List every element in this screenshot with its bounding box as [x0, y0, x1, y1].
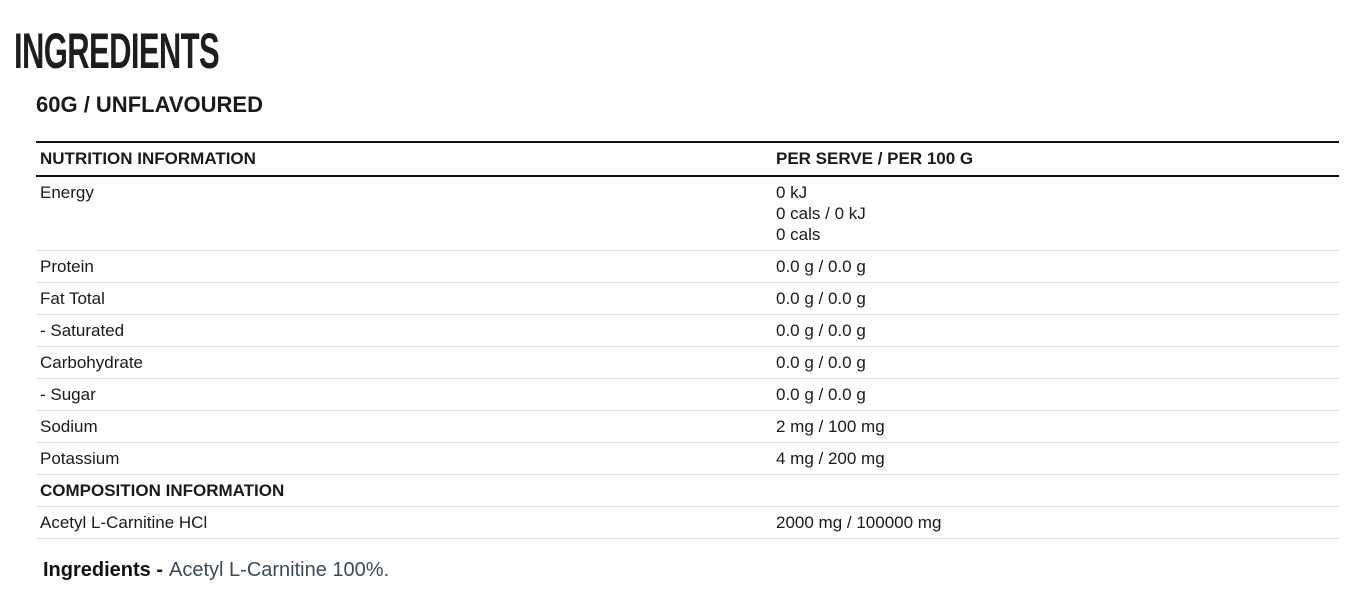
value-line: 0 cals / 0 kJ — [776, 204, 866, 223]
table-row: Carbohydrate 0.0 g / 0.0 g — [36, 346, 1339, 379]
nutrient-value: 0.0 g / 0.0 g — [772, 346, 1339, 379]
table-row: - Saturated 0.0 g / 0.0 g — [36, 314, 1339, 347]
nutrient-name: Potassium — [36, 442, 772, 475]
nutrient-name: - Sugar — [36, 378, 772, 411]
subtitle: 60G / UNFLAVOURED — [36, 92, 263, 117]
nutrient-value: 0.0 g / 0.0 g — [772, 378, 1339, 411]
nutrient-value: 0 kJ 0 cals / 0 kJ 0 cals — [772, 176, 1339, 251]
nutrient-value: 2000 mg / 100000 mg — [772, 506, 1339, 539]
section-row: COMPOSITION INFORMATION — [36, 474, 1339, 507]
nutrient-value: 0.0 g / 0.0 g — [772, 282, 1339, 315]
ingredients-text: Acetyl L-Carnitine 100%. — [169, 559, 390, 581]
table-body: Energy 0 kJ 0 cals / 0 kJ 0 cals Protein 0.0 … — [36, 176, 1339, 539]
table-row: - Sugar 0.0 g / 0.0 g — [36, 378, 1339, 411]
table-row: Protein 0.0 g / 0.0 g — [36, 250, 1339, 283]
section-empty — [772, 474, 1339, 507]
nutrient-name: Protein — [36, 250, 772, 283]
table-row: Acetyl L-Carnitine HCl 2000 mg / 100000 m… — [36, 506, 1339, 539]
nutrient-name: Fat Total — [36, 282, 772, 315]
nutrient-name: Acetyl L-Carnitine HCl — [36, 506, 772, 539]
nutrient-value: 4 mg / 200 mg — [772, 442, 1339, 475]
table-header: NUTRITION INFORMATION PER SERVE / PER 10… — [36, 141, 1339, 177]
table-row: Potassium 4 mg / 200 mg — [36, 442, 1339, 475]
nutrient-value: 0.0 g / 0.0 g — [772, 250, 1339, 283]
table-row: Fat Total 0.0 g / 0.0 g — [36, 282, 1339, 315]
value-line: 0 cals — [776, 225, 821, 244]
ingredients: Ingredients - Acetyl L-Carnitine 100%. — [43, 558, 389, 582]
nutrient-name: - Saturated — [36, 314, 772, 347]
header-cell: PER SERVE / PER 100 G — [772, 141, 1339, 177]
header-cell: NUTRITION INFORMATION — [36, 141, 772, 177]
table-row: Energy 0 kJ 0 cals / 0 kJ 0 cals — [36, 176, 1339, 251]
ingredients-label: Ingredients - — [43, 559, 164, 581]
nutrient-name: Energy — [36, 176, 772, 251]
nutrition-table: NUTRITION INFORMATION PER SERVE / PER 10… — [36, 141, 1339, 539]
nutrient-value: 2 mg / 100 mg — [772, 410, 1339, 443]
value-line: 0 kJ — [776, 183, 808, 202]
nutrient-name: Carbohydrate — [36, 346, 772, 379]
table-row: Sodium 2 mg / 100 mg — [36, 410, 1339, 443]
title: INGREDIENTS — [14, 23, 220, 79]
nutrient-name: Sodium — [36, 410, 772, 443]
section-title: COMPOSITION INFORMATION — [36, 474, 772, 507]
nutrient-value: 0.0 g / 0.0 g — [772, 314, 1339, 347]
header-row: NUTRITION INFORMATION PER SERVE / PER 10… — [36, 141, 1339, 177]
